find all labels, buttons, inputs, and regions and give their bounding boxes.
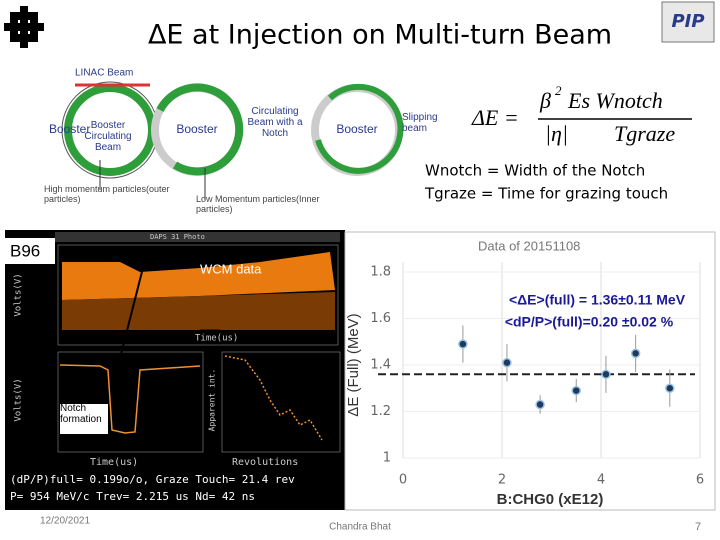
point: [601, 369, 611, 380]
point: [535, 399, 545, 410]
point: [502, 357, 512, 368]
definition: Tgraze = Time for grazing touch: [424, 185, 668, 203]
scope-time: Time(us): [90, 457, 138, 468]
scope-window: DAPS 31 Photo: [150, 233, 205, 241]
formula-beta: β: [539, 88, 551, 113]
scope-volts: Volts(V): [14, 273, 24, 316]
footer-date: 12/20/2021: [40, 516, 90, 527]
chart-frame: [344, 231, 716, 511]
fermilab-logo: [4, 6, 44, 48]
footer-author: Chandra Bhat: [329, 522, 391, 533]
plot: 0 2 4 6 1 1.2 1.4 1.6 1.8: [370, 262, 704, 488]
y-tick-label: 1.6: [370, 311, 391, 326]
point: [571, 385, 581, 396]
formula-exp: 2: [555, 83, 562, 98]
point: [458, 339, 468, 349]
y-tick-label: 1.4: [370, 358, 391, 373]
scope-image: DAPS 31 Photo Volts(V) Time(us) Volts(V)…: [5, 230, 345, 510]
formula: ΔE = β 2 Es Wnotch |η| Tgraze: [471, 83, 692, 146]
x-tick-label: 2: [498, 473, 506, 488]
ring-label: Booster: [336, 122, 377, 136]
ring-label: Booster: [176, 122, 217, 136]
y-tick-label: 1.2: [370, 404, 391, 419]
slipping-label: Slipping beam: [402, 112, 438, 134]
scope-revolutions: Revolutions: [232, 457, 298, 468]
x-tick-label: 0: [399, 473, 407, 488]
footer-page: 7: [695, 521, 701, 533]
point: [665, 383, 675, 393]
y-axis-label: ΔE (Full) (MeV): [345, 313, 362, 416]
scope-time: Time(us): [195, 334, 238, 344]
formula-den: Tgraze: [614, 121, 675, 146]
y-tick-label: 1.8: [370, 265, 391, 280]
chart-title: Data of 20151108: [478, 238, 580, 253]
scope-line: P= 954 MeV/c Trev= 2.215 us Nd= 42 ns: [10, 490, 255, 503]
x-tick-label: 6: [696, 473, 704, 488]
annotation: <ΔE>(full) = 1.36±0.11 MeV: [509, 292, 686, 308]
scope-volts: Volts(V): [14, 378, 24, 421]
scope-apparent: Apparent int.: [208, 369, 217, 432]
notch-formation-label: Notch formation: [60, 403, 102, 425]
slide-title: ΔE at Injection on Multi-turn Beam: [148, 20, 612, 51]
notch-label: Circulating Beam with a Notch: [247, 106, 303, 139]
ring-diagram: LINAC Beam Booster Booster Circulating B…: [44, 68, 438, 214]
formula-eta: |η|: [545, 121, 568, 146]
point: [630, 348, 641, 359]
formula-lhs: ΔE =: [471, 105, 519, 130]
scope-line: (dP/P)full= 0.199o/o, Graze Touch= 21.4 …: [10, 473, 295, 486]
pip-logo-text: PIP: [671, 11, 704, 32]
low-label: Low Momentum particles(Inner particles): [196, 194, 320, 214]
definition: Wnotch = Width of the Notch: [425, 162, 645, 180]
high-label: High momentum particles(outer particles): [44, 184, 170, 204]
wcm-label: WCM data: [200, 261, 262, 276]
x-tick-label: 4: [597, 473, 605, 488]
ring-sub-label: Booster Circulating Beam: [84, 120, 132, 153]
y-tick-label: 1: [383, 451, 391, 466]
pip-logo: [661, 1, 715, 43]
x-axis-label: B:CHG0 (xE12): [497, 491, 604, 508]
annotation: <dP/P>(full)=0.20 ±0.02 %: [505, 314, 674, 330]
ring-label: Booster: [49, 122, 90, 136]
linac-label: LINAC Beam: [75, 68, 133, 79]
formula-num: Es Wnotch: [567, 88, 663, 113]
scope-tag: B96: [10, 241, 40, 260]
